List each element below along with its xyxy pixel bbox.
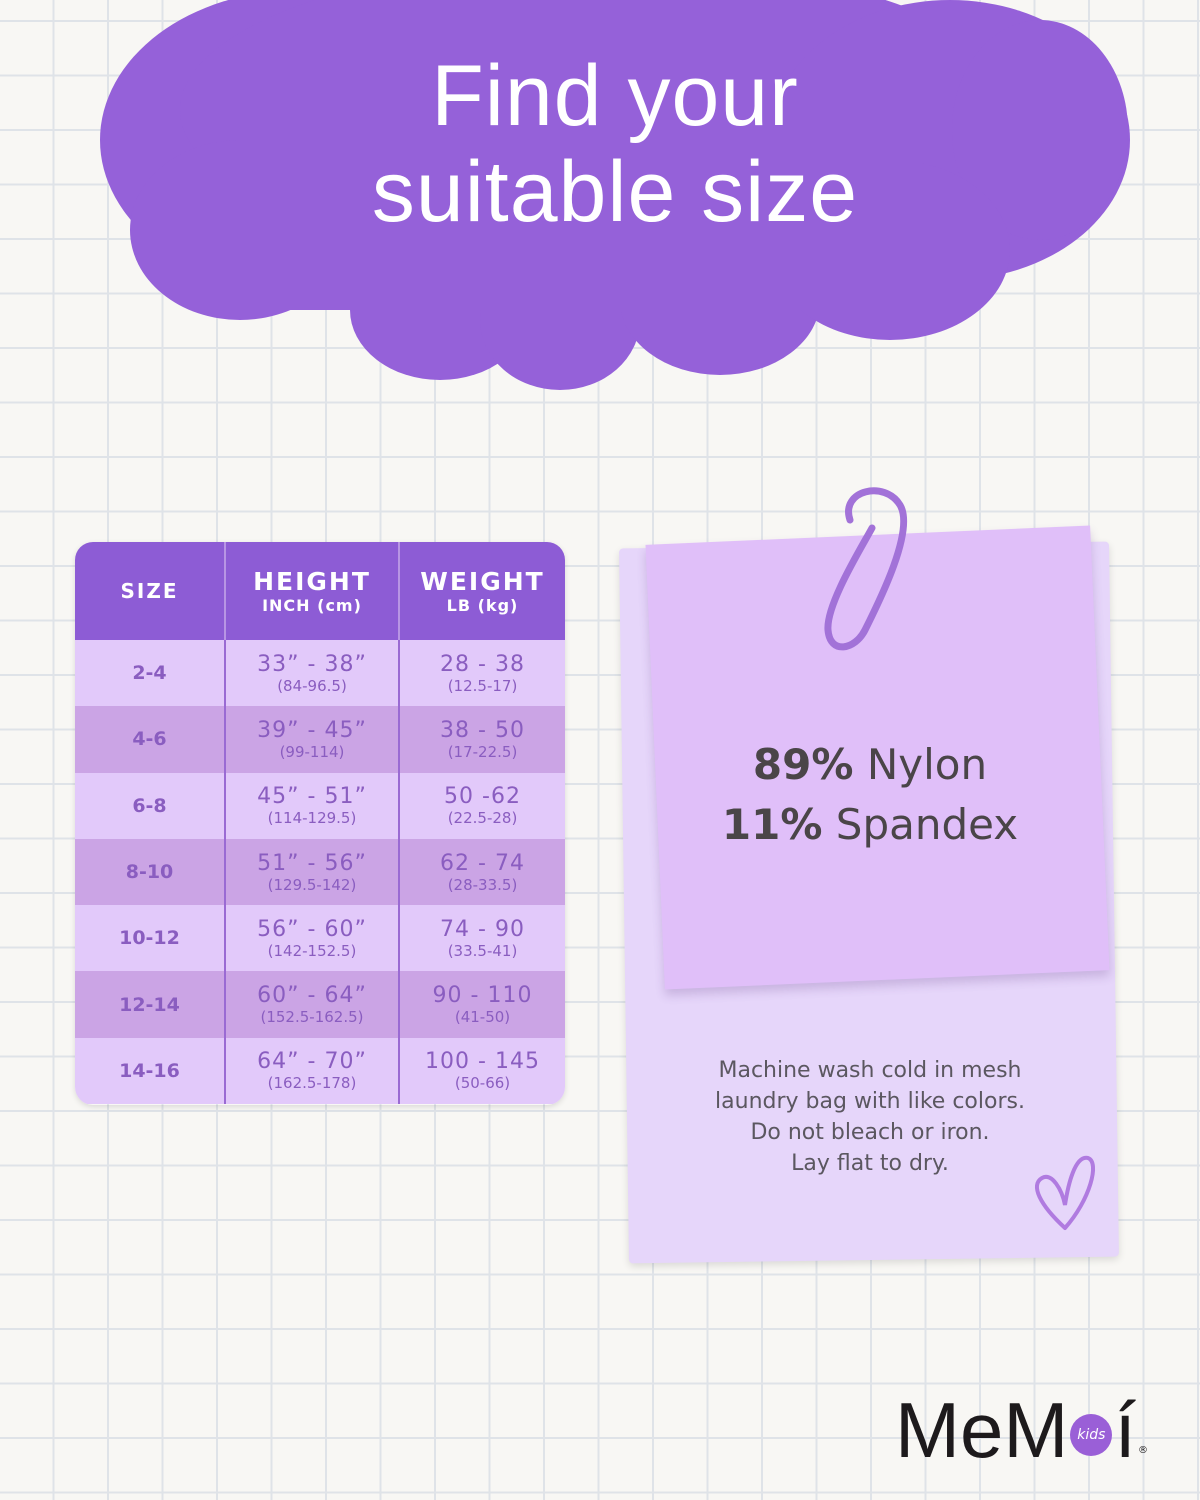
title-line-1: Find your [431,48,799,144]
height-cell: 33” - 38” (84-96.5) [224,640,398,707]
weight-cell: 74 - 90 (33.5-41) [398,905,565,972]
weight-cell: 100 - 145 (50-66) [398,1037,565,1105]
size-chart-table: SIZE HEIGHT INCH (cm) WEIGHT LB (kg) 2-4 3… [75,542,565,1105]
brand-logo: MeM kids í ® [895,1385,1148,1470]
logo-text-tail: í [1114,1386,1137,1474]
size-value: 2-4 [132,662,167,685]
table-row: 4-6 39” - 45” (99-114) 38 - 50 (17-22.5) [75,706,565,773]
weight-cell: 50 -62 (22.5-28) [398,772,565,839]
size-value: 12-14 [119,993,180,1016]
header-unit: INCH (cm) [262,596,362,615]
weight-cell: 28 - 38 (12.5-17) [398,640,565,707]
weight-lb: 90 - 110 [432,983,533,1009]
header-size: SIZE [75,542,224,640]
size-cell: 12-14 [75,971,224,1037]
height-cell: 45” - 51” (114-129.5) [224,772,398,839]
height-inch: 56” - 60” [257,916,367,942]
header-weight: WEIGHT LB (kg) [398,542,565,640]
care-line: laundry bag with like colors. [715,1089,1025,1114]
height-inch: 39” - 45” [257,717,367,743]
weight-lb: 50 -62 [444,784,521,810]
table-row: 10-12 56” - 60” (142-152.5) 74 - 90 (33.5-… [75,905,565,972]
height-cell: 51” - 56” (129.5-142) [224,838,398,906]
header-height: HEIGHT INCH (cm) [224,542,398,640]
weight-kg: (12.5-17) [447,676,518,695]
size-cell: 2-4 [75,640,224,706]
height-inch: 45” - 51” [257,784,367,810]
height-cm: (114-129.5) [267,809,357,828]
weight-cell: 62 - 74 (28-33.5) [398,838,565,906]
table-header-row: SIZE HEIGHT INCH (cm) WEIGHT LB (kg) [75,542,565,640]
weight-lb: 62 - 74 [440,850,525,876]
weight-kg: (50-66) [454,1074,511,1093]
weight-lb: 38 - 50 [440,717,525,743]
nylon-label: Nylon [866,740,988,789]
header-label: SIZE [120,579,179,603]
nylon-percent: 89% [752,740,854,789]
table-row: 8-10 51” - 56” (129.5-142) 62 - 74 (28-33.… [75,838,565,906]
size-value: 14-16 [119,1059,180,1082]
height-cm: (152.5-162.5) [260,1008,364,1027]
height-inch: 60” - 64” [257,983,367,1009]
size-value: 8-10 [125,861,174,884]
cloud-banner [100,0,1130,390]
height-cell: 64” - 70” (162.5-178) [224,1037,398,1105]
logo-kids-badge: kids [1070,1414,1113,1456]
weight-lb: 28 - 38 [440,651,525,677]
paperclip-icon [824,487,908,651]
care-line: Lay flat to dry. [791,1151,949,1176]
size-value: 6-8 [132,794,167,817]
height-cm: (99-114) [279,742,345,761]
logo-text: MeM [895,1386,1069,1474]
weight-kg: (41-50) [454,1008,511,1027]
height-cm: (129.5-142) [267,875,357,894]
table-row: 2-4 33” - 38” (84-96.5) 28 - 38 (12.5-17) [75,640,565,707]
height-inch: 64” - 70” [257,1049,367,1075]
size-cell: 8-10 [75,839,224,905]
care-line: Machine wash cold in mesh [718,1058,1022,1083]
height-inch: 51” - 56” [257,850,367,876]
size-value: 10-12 [119,927,180,950]
title-line-2: suitable size [371,144,859,240]
weight-lb: 74 - 90 [440,916,525,942]
fabric-line-nylon: 89% Nylon [650,735,1090,795]
weight-kg: (22.5-28) [447,809,518,828]
weight-cell: 90 - 110 (41-50) [398,971,565,1038]
care-instructions: Machine wash cold in mesh laundry bag wi… [660,1055,1080,1179]
weight-lb: 100 - 145 [425,1049,540,1075]
spandex-label: Spandex [835,800,1019,849]
header-label: WEIGHT [420,567,545,596]
height-cell: 39” - 45” (99-114) [224,706,398,773]
height-cm: (84-96.5) [277,676,347,695]
care-line: Do not bleach or iron. [750,1120,990,1145]
header-label: HEIGHT [253,567,371,596]
table-row: 12-14 60” - 64” (152.5-162.5) 90 - 110 (41… [75,971,565,1038]
weight-kg: (28-33.5) [447,875,518,894]
size-cell: 6-8 [75,773,224,839]
table-row: 6-8 45” - 51” (114-129.5) 50 -62 (22.5-28) [75,772,565,839]
table-row: 14-16 64” - 70” (162.5-178) 100 - 145 (50-… [75,1037,565,1105]
header-unit: LB (kg) [446,596,519,615]
size-cell: 4-6 [75,706,224,772]
fabric-composition: 89% Nylon 11% Spandex [650,735,1090,855]
height-cm: (142-152.5) [267,941,357,960]
size-cell: 14-16 [75,1038,224,1104]
weight-kg: (17-22.5) [447,742,518,761]
weight-cell: 38 - 50 (17-22.5) [398,706,565,773]
registered-mark: ® [1138,1445,1149,1456]
fabric-line-spandex: 11% Spandex [650,795,1090,855]
height-cell: 56” - 60” (142-152.5) [224,905,398,972]
height-inch: 33” - 38” [257,651,367,677]
page-title: Find your suitable size [0,48,1200,240]
heart-doodle-icon [1035,1155,1096,1230]
size-cell: 10-12 [75,905,224,971]
size-value: 4-6 [132,728,167,751]
height-cell: 60” - 64” (152.5-162.5) [224,971,398,1038]
spandex-percent: 11% [721,800,823,849]
weight-kg: (33.5-41) [447,941,518,960]
height-cm: (162.5-178) [267,1074,357,1093]
